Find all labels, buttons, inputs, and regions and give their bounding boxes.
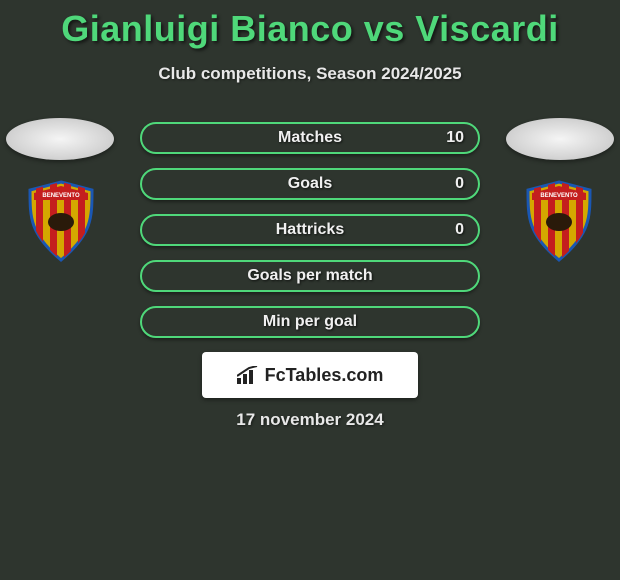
stat-row-goals-per-match: Goals per match [140, 260, 480, 292]
chart-icon [237, 366, 259, 384]
stat-row-hattricks: Hattricks 0 [140, 214, 480, 246]
stat-label: Min per goal [263, 313, 357, 331]
stat-label: Goals per match [247, 267, 372, 285]
stat-row-min-per-goal: Min per goal [140, 306, 480, 338]
stat-label: Matches [278, 129, 342, 147]
team-crest-left: BENEVENTO [18, 178, 104, 264]
svg-text:BENEVENTO: BENEVENTO [540, 193, 578, 199]
branding-badge: FcTables.com [202, 352, 418, 398]
page-title: Gianluigi Bianco vs Viscardi [0, 0, 620, 50]
branding-text: FcTables.com [265, 365, 384, 386]
stat-label: Goals [288, 175, 332, 193]
stat-row-matches: Matches 10 [140, 122, 480, 154]
stat-value-right: 0 [455, 221, 464, 239]
player-avatar-right [506, 118, 614, 160]
stat-row-goals: Goals 0 [140, 168, 480, 200]
stat-label: Hattricks [276, 221, 344, 239]
stat-value-right: 0 [455, 175, 464, 193]
stats-container: Matches 10 Goals 0 Hattricks 0 Goals per… [140, 122, 480, 352]
date-label: 17 november 2024 [0, 410, 620, 430]
svg-text:BENEVENTO: BENEVENTO [42, 193, 80, 199]
player-avatar-left [6, 118, 114, 160]
page-subtitle: Club competitions, Season 2024/2025 [0, 64, 620, 84]
team-crest-right: BENEVENTO [516, 178, 602, 264]
stat-value-right: 10 [446, 129, 464, 147]
